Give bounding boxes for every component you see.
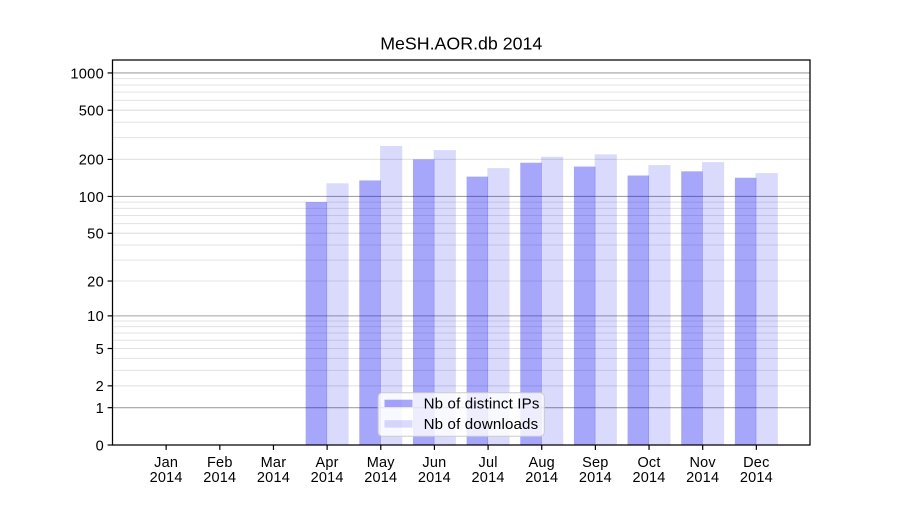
svg-text:Dec: Dec [743, 455, 769, 471]
svg-text:2014: 2014 [472, 470, 505, 486]
svg-text:Feb: Feb [207, 455, 233, 471]
svg-text:2014: 2014 [418, 470, 451, 486]
svg-text:2014: 2014 [633, 470, 666, 486]
svg-text:2: 2 [96, 379, 104, 395]
svg-text:500: 500 [79, 104, 104, 120]
svg-text:May: May [367, 455, 396, 471]
svg-text:Jun: Jun [422, 455, 446, 471]
svg-text:Oct: Oct [637, 455, 660, 471]
svg-text:2014: 2014 [203, 470, 236, 486]
svg-text:2014: 2014 [150, 470, 183, 486]
svg-text:20: 20 [87, 274, 104, 290]
svg-text:Nb of downloads: Nb of downloads [424, 416, 539, 433]
svg-text:1: 1 [96, 401, 104, 417]
svg-text:2014: 2014 [364, 470, 397, 486]
svg-text:Nov: Nov [689, 455, 716, 471]
svg-text:MeSH.AOR.db 2014: MeSH.AOR.db 2014 [380, 34, 542, 54]
svg-text:50: 50 [87, 227, 104, 243]
svg-text:2014: 2014 [579, 470, 612, 486]
svg-text:200: 200 [79, 153, 104, 169]
svg-text:100: 100 [79, 190, 104, 206]
svg-text:Jan: Jan [154, 455, 178, 471]
svg-text:10: 10 [87, 309, 104, 325]
svg-text:Mar: Mar [261, 455, 287, 471]
svg-text:Nb of distinct IPs: Nb of distinct IPs [424, 396, 540, 413]
svg-text:Apr: Apr [316, 455, 339, 471]
svg-text:5: 5 [96, 342, 104, 358]
svg-text:2014: 2014 [686, 470, 719, 486]
svg-text:1000: 1000 [70, 66, 104, 82]
svg-text:Sep: Sep [582, 455, 608, 471]
svg-text:2014: 2014 [740, 470, 773, 486]
svg-text:2014: 2014 [311, 470, 344, 486]
svg-text:2014: 2014 [257, 470, 290, 486]
svg-text:Aug: Aug [529, 455, 555, 471]
svg-text:0: 0 [96, 438, 104, 454]
svg-text:Jul: Jul [479, 455, 498, 471]
svg-text:2014: 2014 [525, 470, 558, 486]
